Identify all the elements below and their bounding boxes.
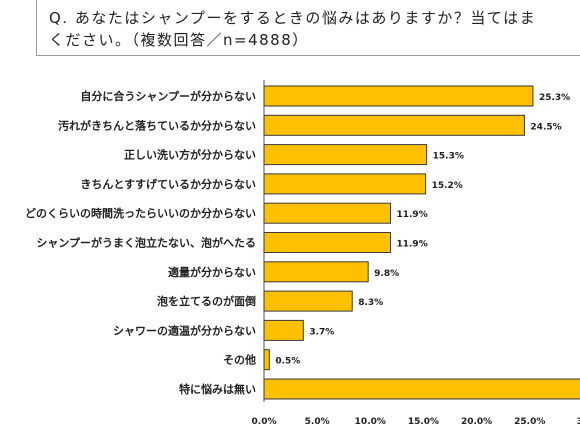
bar <box>263 85 534 107</box>
bar-value-label: 11.9% <box>396 240 427 250</box>
category-label: 自分に合うシャンプーが分からない <box>80 89 256 103</box>
category-label: 正しい洗い方が分からない <box>124 148 256 162</box>
category-label: 特に悩みは無い <box>179 382 256 396</box>
bar <box>263 319 304 341</box>
question-box: Q. あなたはシャンプーをするときの悩みはありますか？当てはま ください。（複数… <box>36 0 580 56</box>
bar-value-label: 0.5% <box>275 357 300 367</box>
bar <box>263 349 270 371</box>
bar <box>263 202 391 224</box>
bar-value-label: 24.5% <box>530 122 561 132</box>
bar-value-label: 8.3% <box>358 298 383 308</box>
category-label: どのくらいの時間洗ったらいいのか分からない <box>25 206 256 220</box>
category-label: シャワーの適温が分からない <box>113 323 256 337</box>
bar <box>263 261 369 283</box>
category-label: きちんとすすげているか分からない <box>80 177 256 191</box>
category-label: 汚れがきちんと落ちているか分からない <box>58 118 256 132</box>
x-tick-label: 30 <box>577 417 580 427</box>
category-label: 適量が分からない <box>168 265 256 279</box>
bar <box>263 378 580 400</box>
bar-value-label: 15.3% <box>433 152 464 162</box>
bar-value-label: 11.9% <box>396 210 427 220</box>
x-tick-label: 15.0% <box>408 417 439 427</box>
question-text-line1: Q. あなたはシャンプーをするときの悩みはありますか？当てはま <box>49 9 537 27</box>
category-label: シャンプーがうまく泡立たない、泡がへたる <box>36 236 256 250</box>
category-label: その他 <box>223 353 256 367</box>
bar <box>263 290 353 312</box>
x-tick-label: 10.0% <box>355 417 386 427</box>
x-tick-label: 5.0% <box>305 417 330 427</box>
question-text-line2: ください。（複数回答／n=4888） <box>49 31 309 49</box>
bar-value-label: 15.2% <box>432 181 463 191</box>
bar <box>263 232 391 253</box>
x-tick-label: 20.0% <box>461 417 492 427</box>
bar <box>263 114 525 136</box>
x-tick-label: 25.0% <box>514 417 545 427</box>
x-tick-label: 0.0% <box>252 417 277 427</box>
bar-value-label: 3.7% <box>309 327 334 337</box>
bar-value-label: 25.3% <box>539 93 570 103</box>
bar <box>263 144 428 166</box>
bar-value-label: 9.8% <box>374 269 399 279</box>
category-label: 泡を立てるのが面倒 <box>157 294 256 308</box>
bar <box>263 173 427 195</box>
